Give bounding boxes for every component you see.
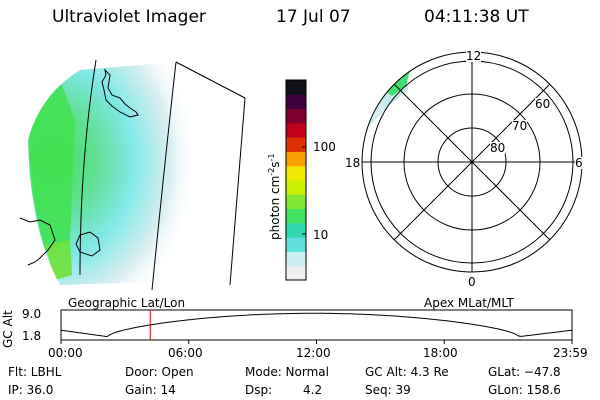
- status-glon: GLon: 158.6: [488, 383, 561, 397]
- colorbar-band: [286, 265, 306, 281]
- status-door: Door: Open: [125, 365, 194, 379]
- x-tick-0000: 00:00: [48, 346, 83, 360]
- colorbar-label-10: 10: [313, 228, 329, 242]
- geo-caption: Geographic Lat/Lon: [68, 296, 186, 310]
- colorbar-label-100: 100: [313, 140, 336, 154]
- colorbar-band: [286, 222, 306, 238]
- mlt-6-label: 6: [575, 156, 583, 170]
- colorbar-band: [286, 180, 306, 195]
- colorbar-band: [286, 94, 306, 110]
- lat-80-label: 80: [490, 141, 506, 155]
- mlt-12-label: 12: [466, 49, 482, 63]
- lat-70-label: 70: [512, 119, 528, 133]
- gc-alt-ymin: 1.8: [22, 329, 42, 343]
- x-tick-1200: 12:00: [296, 346, 331, 360]
- x-tick-2359: 23:59: [553, 346, 588, 360]
- status-gain: Gain: 14: [125, 383, 176, 397]
- status-dsp-label: Dsp:: [245, 383, 273, 397]
- time-label: 04:11:38 UT: [424, 7, 529, 27]
- colorbar-band: [286, 208, 306, 224]
- gc-alt-ticks: [60, 340, 573, 344]
- status-glat: GLat: −47.8: [488, 365, 561, 379]
- colorbar-scale: [286, 80, 306, 281]
- colorbar-band: [286, 108, 306, 124]
- status-seq: Seq: 39: [365, 383, 411, 397]
- mlt-0-label: 0: [468, 275, 476, 289]
- colorbar-band: [286, 165, 306, 181]
- gc-alt-frame: [60, 309, 573, 341]
- instrument-title: Ultraviolet Imager: [52, 7, 206, 27]
- colorbar-band: [286, 122, 306, 138]
- colorbar-band: [286, 151, 306, 167]
- colorbar-band: [286, 237, 306, 252]
- status-flt: Flt: LBHL: [8, 365, 62, 379]
- lat-lon-grid: [79, 59, 246, 291]
- lat-60-label: 60: [535, 97, 551, 111]
- gc-alt-curve: [60, 312, 573, 338]
- colorbar-band: [286, 80, 306, 95]
- gc-alt-ylabel: GC Alt: [1, 310, 15, 348]
- status-dsp-value: 4.2: [303, 383, 323, 397]
- mlt-18-label: 18: [345, 156, 361, 170]
- polar-caption: Apex MLat/MLT: [424, 296, 514, 310]
- coastlines: [19, 68, 139, 266]
- x-tick-0600: 06:00: [168, 346, 203, 360]
- gc-alt-ymax: 9.0: [22, 307, 42, 321]
- colorbar-band: [286, 194, 306, 210]
- status-ip: IP: 36.0: [8, 383, 54, 397]
- x-tick-1800: 18:00: [423, 346, 458, 360]
- colorbar-band: [286, 251, 306, 267]
- date-label: 17 Jul 07: [276, 7, 351, 27]
- status-mode: Mode: Normal: [245, 365, 329, 379]
- status-gc-alt: GC Alt: 4.3 Re: [365, 365, 449, 379]
- colorbar-band: [286, 137, 306, 152]
